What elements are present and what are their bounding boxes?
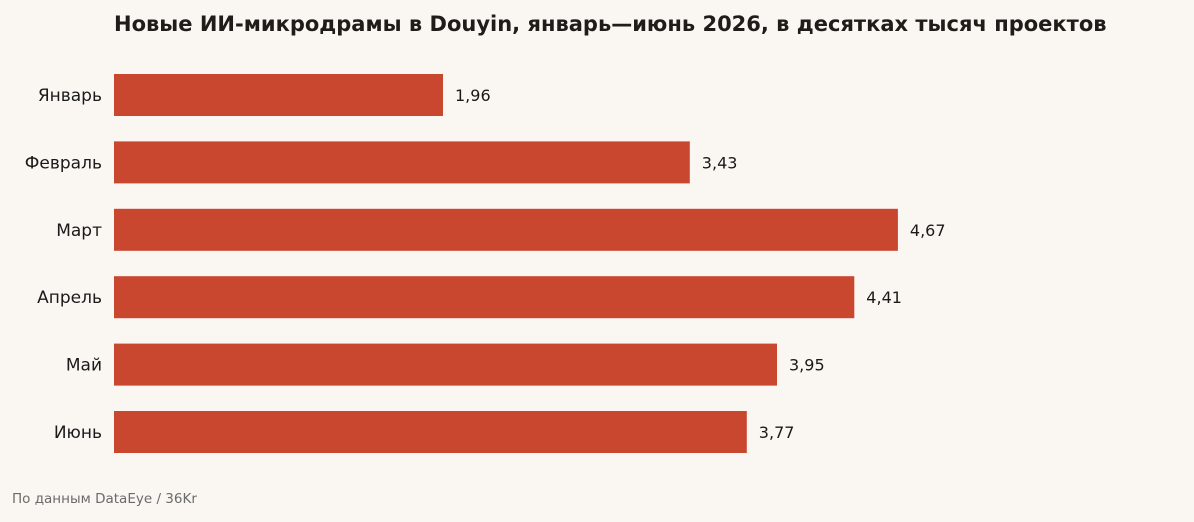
bar-2: [114, 141, 690, 184]
category-label-2: Февраль: [25, 153, 102, 173]
bar-3: [114, 208, 898, 251]
chart-title: Новые ИИ-микродрамы в Douyin, январь—июн…: [114, 12, 1107, 36]
category-label-1: Январь: [38, 86, 102, 106]
value-label-6: 3,77: [759, 423, 795, 442]
bar-5: [114, 343, 777, 386]
bars-group: Январь 1,96 Февраль 3,43 Март 4,67 Апрель 4,41 М…: [25, 74, 946, 453]
bar-4: [114, 276, 855, 319]
value-label-2: 3,43: [702, 153, 738, 172]
category-label-3: Март: [56, 221, 102, 241]
source-note: По данным DataEye / 36Kr: [12, 491, 197, 507]
bar-1: [114, 74, 443, 116]
bar-6: [114, 411, 747, 453]
value-label-1: 1,96: [455, 86, 491, 105]
value-label-5: 3,95: [789, 356, 825, 375]
category-label-4: Апрель: [37, 288, 102, 308]
category-label-6: Июнь: [54, 423, 102, 443]
category-label-5: Май: [66, 356, 102, 376]
value-label-3: 4,67: [910, 221, 946, 240]
value-label-4: 4,41: [866, 288, 902, 307]
